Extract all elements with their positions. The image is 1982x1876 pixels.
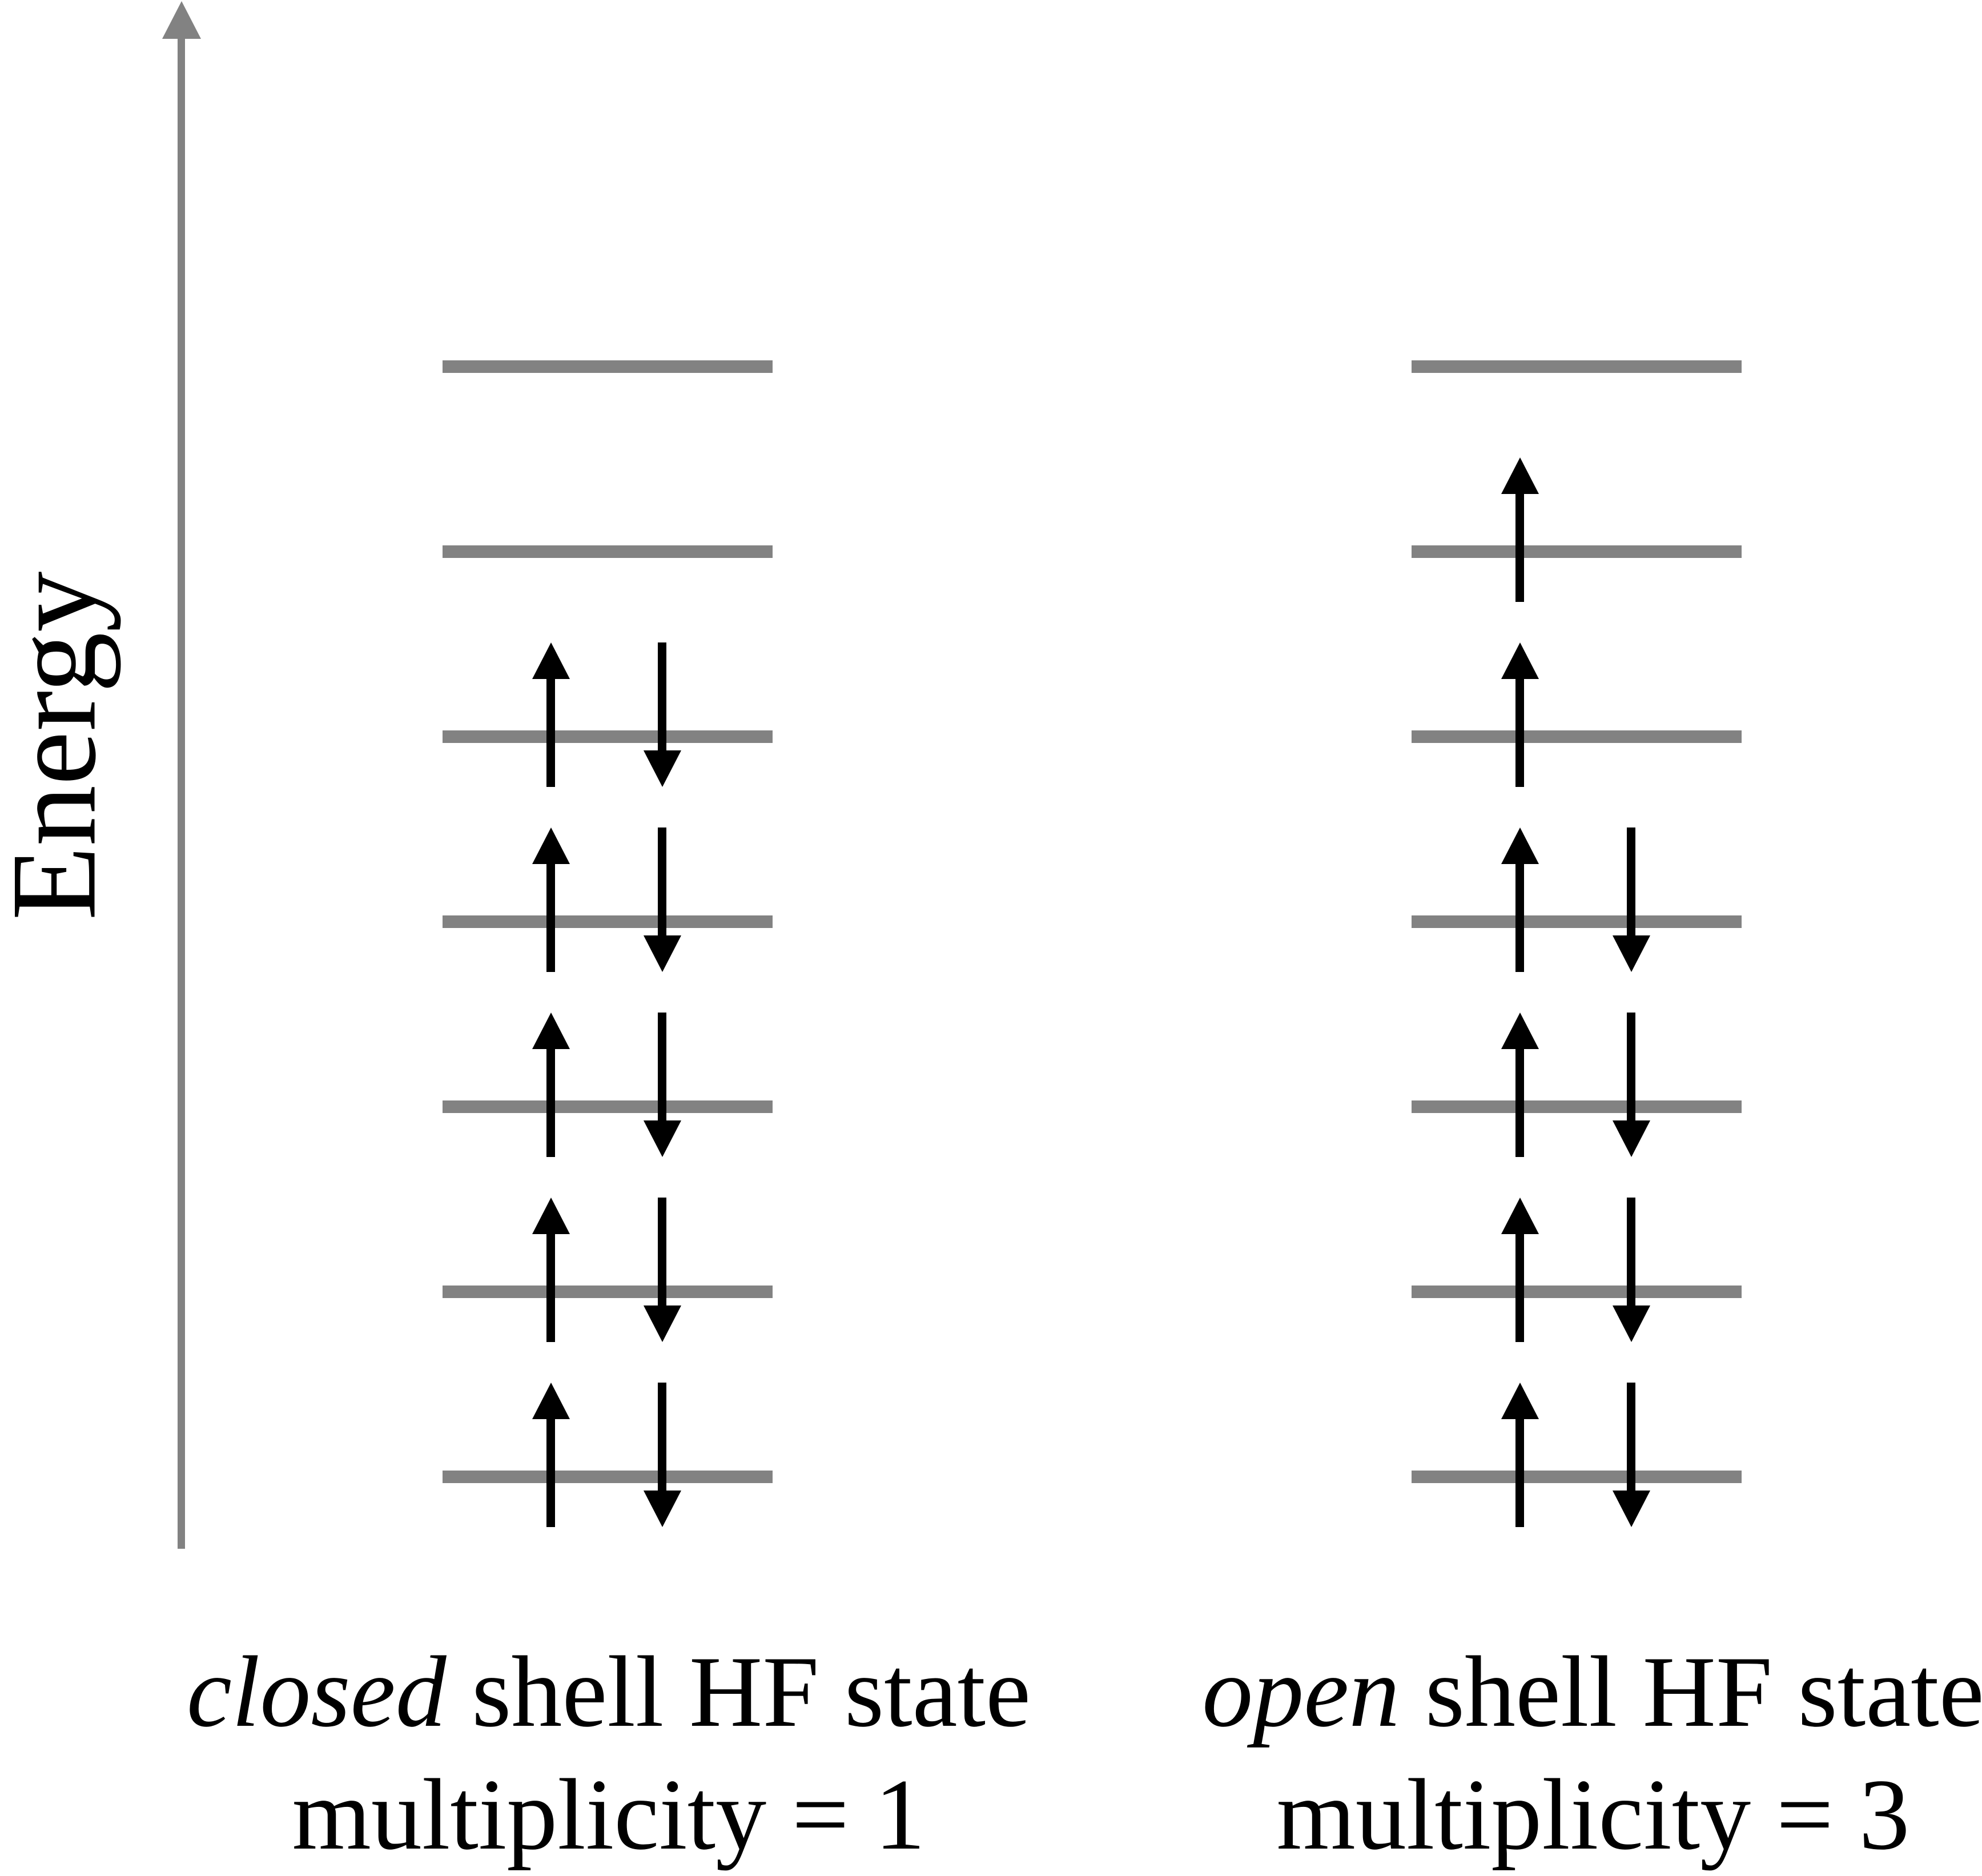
spin-up-arrow-icon: [1501, 1198, 1539, 1342]
energy-axis-line: [178, 35, 185, 1549]
spin-arrow-shaft: [658, 1383, 666, 1494]
energy-level-line: [443, 545, 773, 558]
spin-down-arrow-icon: [644, 642, 681, 787]
spin-arrow-shaft: [1515, 676, 1524, 787]
closed-shell-caption: closed shell HF state multiplicity = 1: [187, 1630, 1031, 1876]
spin-arrow-shaft: [1627, 1013, 1635, 1124]
energy-level-line: [443, 1286, 773, 1298]
spin-arrow-shaft: [1627, 827, 1635, 939]
spin-up-arrowhead: [1501, 642, 1539, 679]
closed-shell-multiplicity: multiplicity = 1: [292, 1758, 926, 1871]
energy-axis-label: Energy: [0, 571, 122, 921]
spin-up-arrow-icon: [1501, 457, 1539, 602]
open-shell-caption-line1: open shell HF state: [1202, 1630, 1982, 1753]
spin-arrow-shaft: [1515, 1416, 1524, 1527]
spin-arrow-shaft: [658, 1198, 666, 1309]
spin-down-arrowhead: [1613, 1120, 1650, 1157]
spin-up-arrowhead: [532, 827, 570, 864]
energy-level-line: [1412, 1286, 1742, 1298]
energy-level-line: [443, 730, 773, 743]
spin-down-arrowhead: [1613, 1305, 1650, 1342]
open-shell-column: [1412, 0, 1742, 1599]
spin-down-arrow-icon: [1613, 1198, 1650, 1342]
spin-arrow-shaft: [1515, 491, 1524, 602]
open-shell-caption-italic-word: open: [1202, 1635, 1400, 1748]
closed-shell-caption-rest: shell HF state: [446, 1635, 1031, 1748]
spin-down-arrow-icon: [644, 827, 681, 972]
energy-level-line: [443, 1100, 773, 1113]
open-shell-multiplicity: multiplicity = 3: [1276, 1758, 1910, 1871]
closed-shell-caption-italic-word: closed: [186, 1635, 447, 1748]
spin-up-arrowhead: [1501, 827, 1539, 864]
closed-shell-caption-line1: closed shell HF state: [187, 1630, 1031, 1753]
spin-arrow-shaft: [658, 827, 666, 939]
spin-down-arrowhead: [644, 935, 681, 972]
open-shell-caption-rest: shell HF state: [1400, 1635, 1982, 1748]
closed-shell-column: [443, 0, 773, 1599]
energy-level-line: [1412, 730, 1742, 743]
spin-up-arrow-icon: [1501, 642, 1539, 787]
spin-down-arrowhead: [644, 1491, 681, 1527]
spin-down-arrowhead: [644, 1120, 681, 1157]
spin-down-arrowhead: [1613, 1491, 1650, 1527]
energy-level-line: [1412, 360, 1742, 373]
spin-arrow-shaft: [1515, 1231, 1524, 1342]
open-shell-caption: open shell HF state multiplicity = 3: [1202, 1630, 1982, 1876]
spin-down-arrowhead: [644, 1305, 681, 1342]
spin-up-arrow-icon: [532, 1198, 570, 1342]
spin-up-arrowhead: [1501, 1383, 1539, 1419]
spin-down-arrow-icon: [1613, 1383, 1650, 1527]
energy-level-line: [1412, 545, 1742, 558]
spin-down-arrowhead: [644, 750, 681, 787]
spin-up-arrowhead: [532, 642, 570, 679]
energy-level-line: [443, 915, 773, 928]
energy-level-line: [1412, 915, 1742, 928]
spin-up-arrow-icon: [532, 1383, 570, 1527]
spin-down-arrow-icon: [1613, 1013, 1650, 1157]
spin-arrow-shaft: [1627, 1383, 1635, 1494]
spin-up-arrow-icon: [532, 642, 570, 787]
spin-up-arrowhead: [532, 1013, 570, 1049]
spin-arrow-shaft: [1627, 1198, 1635, 1309]
spin-up-arrowhead: [532, 1198, 570, 1234]
energy-level-line: [443, 360, 773, 373]
spin-down-arrow-icon: [1613, 827, 1650, 972]
spin-arrow-shaft: [546, 676, 555, 787]
spin-down-arrowhead: [1613, 935, 1650, 972]
spin-arrow-shaft: [1515, 861, 1524, 972]
spin-up-arrowhead: [1501, 1198, 1539, 1234]
spin-arrow-shaft: [546, 1416, 555, 1527]
spin-arrow-shaft: [546, 1231, 555, 1342]
spin-up-arrow-icon: [1501, 1383, 1539, 1527]
energy-level-line: [1412, 1100, 1742, 1113]
energy-level-line: [1412, 1471, 1742, 1483]
spin-down-arrow-icon: [644, 1013, 681, 1157]
spin-arrow-shaft: [546, 861, 555, 972]
energy-level-line: [443, 1471, 773, 1483]
spin-arrow-shaft: [658, 1013, 666, 1124]
spin-arrow-shaft: [658, 642, 666, 754]
spin-up-arrowhead: [1501, 457, 1539, 494]
spin-up-arrow-icon: [1501, 827, 1539, 972]
spin-arrow-shaft: [1515, 1046, 1524, 1157]
spin-down-arrow-icon: [644, 1198, 681, 1342]
spin-up-arrow-icon: [532, 1013, 570, 1157]
spin-up-arrowhead: [1501, 1013, 1539, 1049]
spin-up-arrow-icon: [1501, 1013, 1539, 1157]
spin-up-arrowhead: [532, 1383, 570, 1419]
energy-axis-arrowhead-icon: [162, 1, 201, 39]
spin-down-arrow-icon: [644, 1383, 681, 1527]
spin-arrow-shaft: [546, 1046, 555, 1157]
spin-up-arrow-icon: [532, 827, 570, 972]
